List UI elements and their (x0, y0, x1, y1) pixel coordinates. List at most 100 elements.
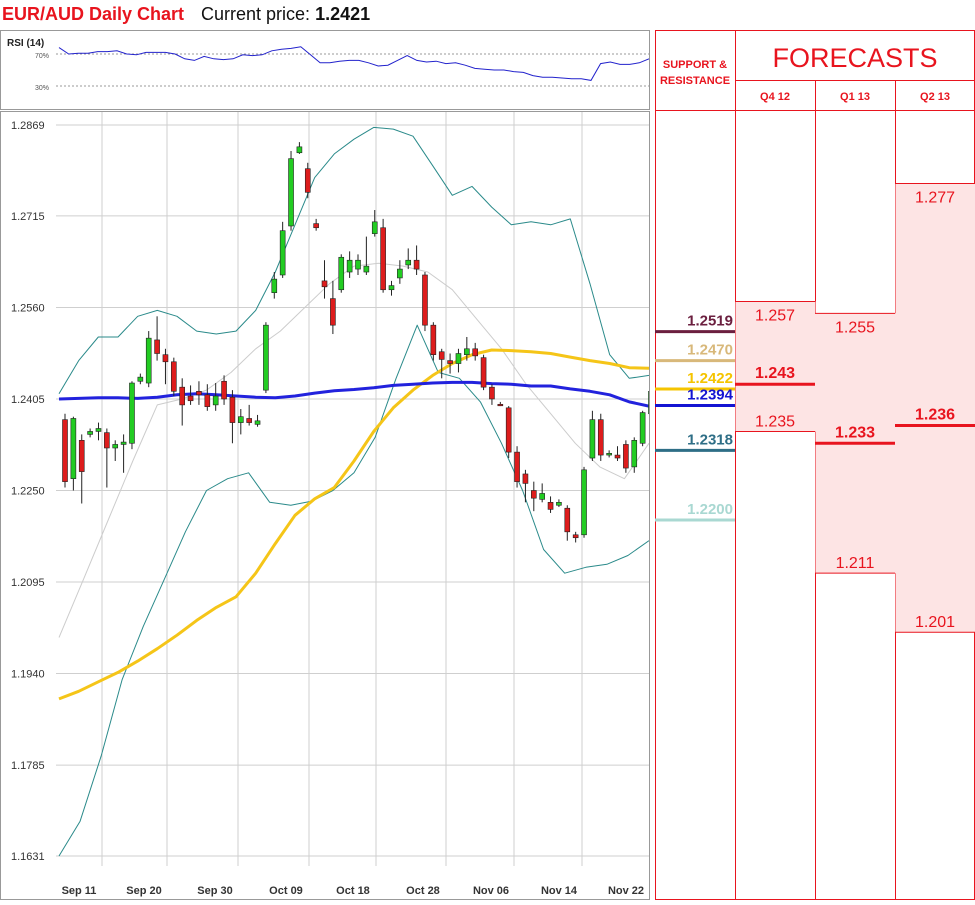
candle-body (247, 418, 252, 422)
forecast-col-header: Q4 12 (760, 91, 790, 103)
y-tick-label: 1.1785 (11, 760, 45, 772)
candle-body (456, 354, 461, 364)
rsi-line (59, 47, 649, 81)
forecast-low-label: 1.201 (915, 614, 955, 631)
candle-body (523, 474, 528, 483)
candle-body (397, 269, 402, 278)
sr-header-line2: RESISTANCE (660, 75, 730, 87)
x-tick-label: Sep 11 (62, 885, 97, 897)
x-tick-label: Oct 28 (406, 885, 440, 897)
chart-title: EUR/AUD Daily Chart (2, 4, 184, 25)
current-price-value: 1.2421 (315, 4, 370, 24)
candle-body (489, 387, 494, 399)
current-price-label: Current price: (201, 4, 310, 24)
candle-body (255, 421, 260, 425)
grid (56, 112, 649, 866)
candle-body (289, 159, 294, 226)
candle-body (565, 508, 570, 532)
candle-body (238, 417, 243, 423)
candle-body (263, 325, 268, 390)
price-plot: 1.28691.27151.25601.24051.22501.20951.19… (1, 112, 649, 899)
sr-level-label: 1.2519 (687, 313, 733, 330)
candle-body (213, 396, 218, 405)
candle-body (305, 169, 310, 193)
forecast-high-label: 1.257 (755, 308, 795, 325)
candle-body (121, 442, 126, 444)
forecast-low-label: 1.211 (836, 555, 875, 572)
x-tick-label: Sep 20 (126, 885, 161, 897)
candle-body (381, 228, 386, 290)
current-price: Current price: 1.2421 (201, 4, 370, 25)
x-tick-label: Nov 06 (473, 885, 509, 897)
candle-body (356, 260, 361, 269)
candle-body (615, 455, 620, 458)
candle-body (322, 281, 327, 287)
rsi-70-label: 70% (35, 53, 49, 60)
x-tick-label: Oct 09 (269, 885, 303, 897)
chart-header: EUR/AUD Daily Chart Current price: 1.242… (0, 0, 650, 30)
forecasts-title: FORECASTS (772, 43, 937, 73)
candle-body (113, 444, 118, 448)
candle-body (439, 352, 444, 360)
bollinger-lower-line (59, 325, 649, 856)
candle-body (582, 470, 587, 535)
ma-grey-line (59, 263, 649, 637)
y-tick-label: 1.1631 (11, 851, 45, 863)
candle-body (71, 418, 76, 478)
candle-body (155, 340, 160, 354)
forecast-panel: SUPPORT & RESISTANCE FORECASTS Q4 12 Q1 … (655, 30, 975, 900)
candles (63, 142, 650, 542)
indicators (59, 127, 649, 856)
candle-body (548, 502, 553, 509)
candle-body (196, 391, 201, 395)
candle-body (364, 266, 369, 272)
candle-body (540, 493, 545, 499)
candle-body (330, 299, 335, 326)
forecast-col-header: Q1 13 (840, 91, 870, 103)
candle-body (515, 452, 520, 482)
forecast-plot: SUPPORT & RESISTANCE FORECASTS Q4 12 Q1 … (655, 30, 975, 900)
candle-body (79, 440, 84, 471)
candle-body (623, 444, 628, 468)
forecast-low-label: 1.235 (755, 413, 795, 430)
x-tick-label: Nov 14 (541, 885, 578, 897)
rsi-label: RSI (14) (7, 38, 44, 49)
candle-body (473, 349, 478, 356)
candle-body (297, 147, 302, 153)
x-tick-label: Nov 22 (608, 885, 644, 897)
candle-body (498, 404, 503, 406)
candle-body (339, 257, 344, 289)
forecast-mid-label: 1.236 (915, 407, 955, 424)
candle-body (448, 361, 453, 364)
candle-body (406, 260, 411, 265)
candle-body (347, 260, 352, 272)
candle-body (649, 391, 650, 413)
y-tick-label: 1.2715 (11, 211, 45, 223)
forecast-high-label: 1.277 (915, 189, 955, 206)
candle-body (531, 491, 536, 499)
y-tick-label: 1.2560 (11, 302, 45, 314)
candle-body (180, 387, 185, 405)
ma-yellow-line (59, 350, 649, 699)
ma-blue-line (59, 382, 649, 406)
candle-body (632, 440, 637, 467)
candle-body (63, 420, 68, 482)
candle-body (280, 231, 285, 275)
candle-body (96, 429, 101, 432)
candle-body (88, 431, 93, 434)
sr-level-label: 1.2422 (687, 370, 733, 387)
candle-body (389, 286, 394, 290)
y-tick-label: 1.2869 (11, 120, 45, 132)
candle-body (171, 362, 176, 392)
candle-body (464, 349, 469, 355)
candle-body (205, 395, 210, 407)
candle-body (590, 420, 595, 458)
candle-body (422, 275, 427, 325)
candle-body (188, 396, 193, 401)
forecast-high-label: 1.255 (835, 319, 875, 336)
y-tick-label: 1.1940 (11, 669, 45, 681)
rsi-panel: RSI (14) 70% 30% (0, 30, 650, 110)
sr-level-label: 1.2470 (687, 342, 733, 359)
